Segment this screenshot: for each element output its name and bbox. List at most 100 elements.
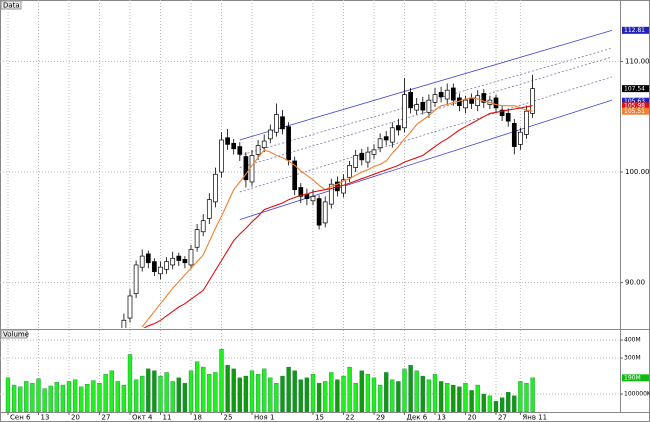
grid	[0, 0, 620, 412]
volume-bar	[499, 397, 505, 412]
candle-body	[145, 253, 151, 264]
candle-body	[493, 97, 499, 109]
volume-bar	[140, 375, 145, 412]
volume-bar	[298, 379, 303, 412]
volume-bar	[414, 370, 419, 412]
candle-body	[341, 179, 346, 194]
volume-bar	[457, 386, 462, 412]
candle-body	[133, 264, 139, 295]
volume-bar	[42, 388, 47, 412]
volume-bar	[18, 386, 23, 412]
value-box	[622, 26, 649, 34]
volume-bar	[493, 401, 499, 412]
volume-bar	[219, 348, 224, 412]
value-box-label: 112.81	[624, 27, 645, 34]
candle-body	[261, 140, 267, 149]
volume-bar	[194, 361, 200, 412]
candle-body	[243, 156, 249, 181]
candle-body	[371, 149, 377, 155]
axes: Сен 6 13 20 27 Окт 4 11 18 25 Ноя 1 15 22 29 Дек 6 13…	[7, 26, 650, 422]
volume-bar	[487, 395, 493, 412]
candle-body	[377, 138, 383, 149]
y-tick-label: 100.00	[625, 168, 650, 176]
volume-bar	[48, 385, 53, 412]
candle-body	[463, 99, 468, 109]
candle-body	[170, 257, 176, 266]
channel-line	[239, 56, 613, 168]
candle-body	[206, 199, 212, 219]
x-tick-label: 27	[498, 414, 507, 422]
volume-bar	[158, 375, 163, 412]
candle-body	[188, 249, 194, 266]
volume-bar	[329, 372, 334, 412]
candle-body	[518, 131, 523, 145]
candle-body	[426, 99, 432, 113]
candle-body	[225, 137, 230, 145]
volume-bar	[463, 383, 468, 412]
volume-bar	[451, 384, 456, 412]
x-tick-label: 18	[193, 414, 202, 422]
x-tick-label: 20	[71, 414, 80, 422]
x-tick-label: Янв 11	[522, 414, 547, 422]
candle-body	[274, 114, 279, 133]
volume-bar	[481, 393, 486, 412]
volume-bar	[280, 375, 285, 412]
volume-bar	[127, 354, 133, 412]
candle-body	[139, 255, 145, 268]
candle-body	[499, 109, 505, 116]
candle-body	[383, 136, 389, 141]
x-tick-label: 13	[41, 414, 50, 422]
channel-line	[239, 29, 613, 141]
candle-body	[475, 95, 481, 107]
value-box	[622, 102, 649, 110]
volume-bar	[335, 379, 340, 412]
y-tick-label: 90.00	[625, 279, 645, 287]
volume-bar	[469, 390, 474, 412]
volume-bar	[286, 366, 291, 412]
volume-bar	[438, 381, 444, 412]
volume-y-tick-label: 300M	[624, 355, 641, 362]
x-tick-label: Сен 6	[10, 414, 31, 422]
volume-bar	[5, 377, 11, 412]
candle-body	[213, 173, 218, 203]
price-panel	[121, 29, 613, 328]
candle-body	[310, 196, 316, 202]
candle-body	[176, 255, 182, 261]
candle-body	[505, 113, 511, 122]
volume-bar	[103, 374, 108, 412]
candle-body	[408, 92, 413, 109]
volume-bar	[152, 370, 157, 412]
volume-bar	[390, 379, 395, 412]
candle-body	[359, 152, 365, 161]
volume-bar	[377, 384, 383, 412]
volume-bar	[518, 381, 523, 412]
volume-bar	[365, 374, 371, 412]
candle-body	[322, 201, 328, 224]
volume-bar	[249, 370, 255, 412]
volume-bar	[475, 384, 480, 412]
x-tick-label: 11	[163, 414, 172, 422]
volume-bar	[207, 374, 212, 412]
candle-body	[121, 319, 127, 328]
value-box-label: 105.98	[624, 103, 645, 110]
volume-bar	[225, 365, 230, 412]
candle-body	[255, 145, 261, 155]
x-tick-label: Окт 4	[132, 414, 153, 422]
candle-body	[158, 266, 163, 275]
candle-body	[444, 89, 450, 100]
volume-bar	[304, 377, 310, 412]
candle-body	[438, 92, 444, 98]
candle-body	[182, 259, 188, 264]
chart-title: Data	[3, 2, 20, 10]
channel-line	[239, 76, 613, 193]
candle-body	[347, 165, 352, 178]
volume-bar	[530, 377, 535, 412]
volume-bar	[371, 377, 377, 412]
value-box	[622, 85, 649, 93]
volume-bar	[66, 381, 72, 412]
volume-bar	[323, 381, 328, 412]
volume-bar	[420, 375, 425, 412]
volume-bar	[408, 365, 413, 412]
candle-body	[298, 187, 304, 197]
volume-bar	[201, 366, 206, 412]
